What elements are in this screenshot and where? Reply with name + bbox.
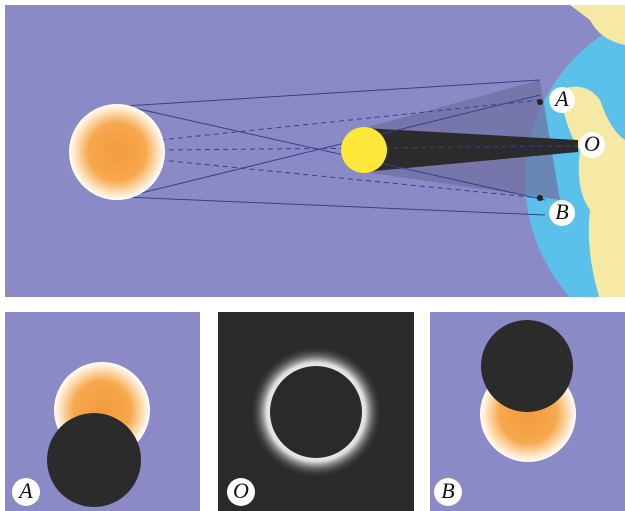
panel-label: B <box>441 478 454 503</box>
panel-label: O <box>233 478 249 503</box>
point-label: O <box>584 131 600 156</box>
point-label: B <box>555 199 568 224</box>
top-panel: A O B <box>5 5 625 297</box>
panel-a: A <box>5 312 200 511</box>
panel-o: O <box>218 312 414 511</box>
point-label: A <box>553 86 569 111</box>
panel-label: A <box>17 478 33 503</box>
panel-b: B <box>430 312 625 511</box>
moon <box>341 127 387 173</box>
sun <box>69 104 165 200</box>
